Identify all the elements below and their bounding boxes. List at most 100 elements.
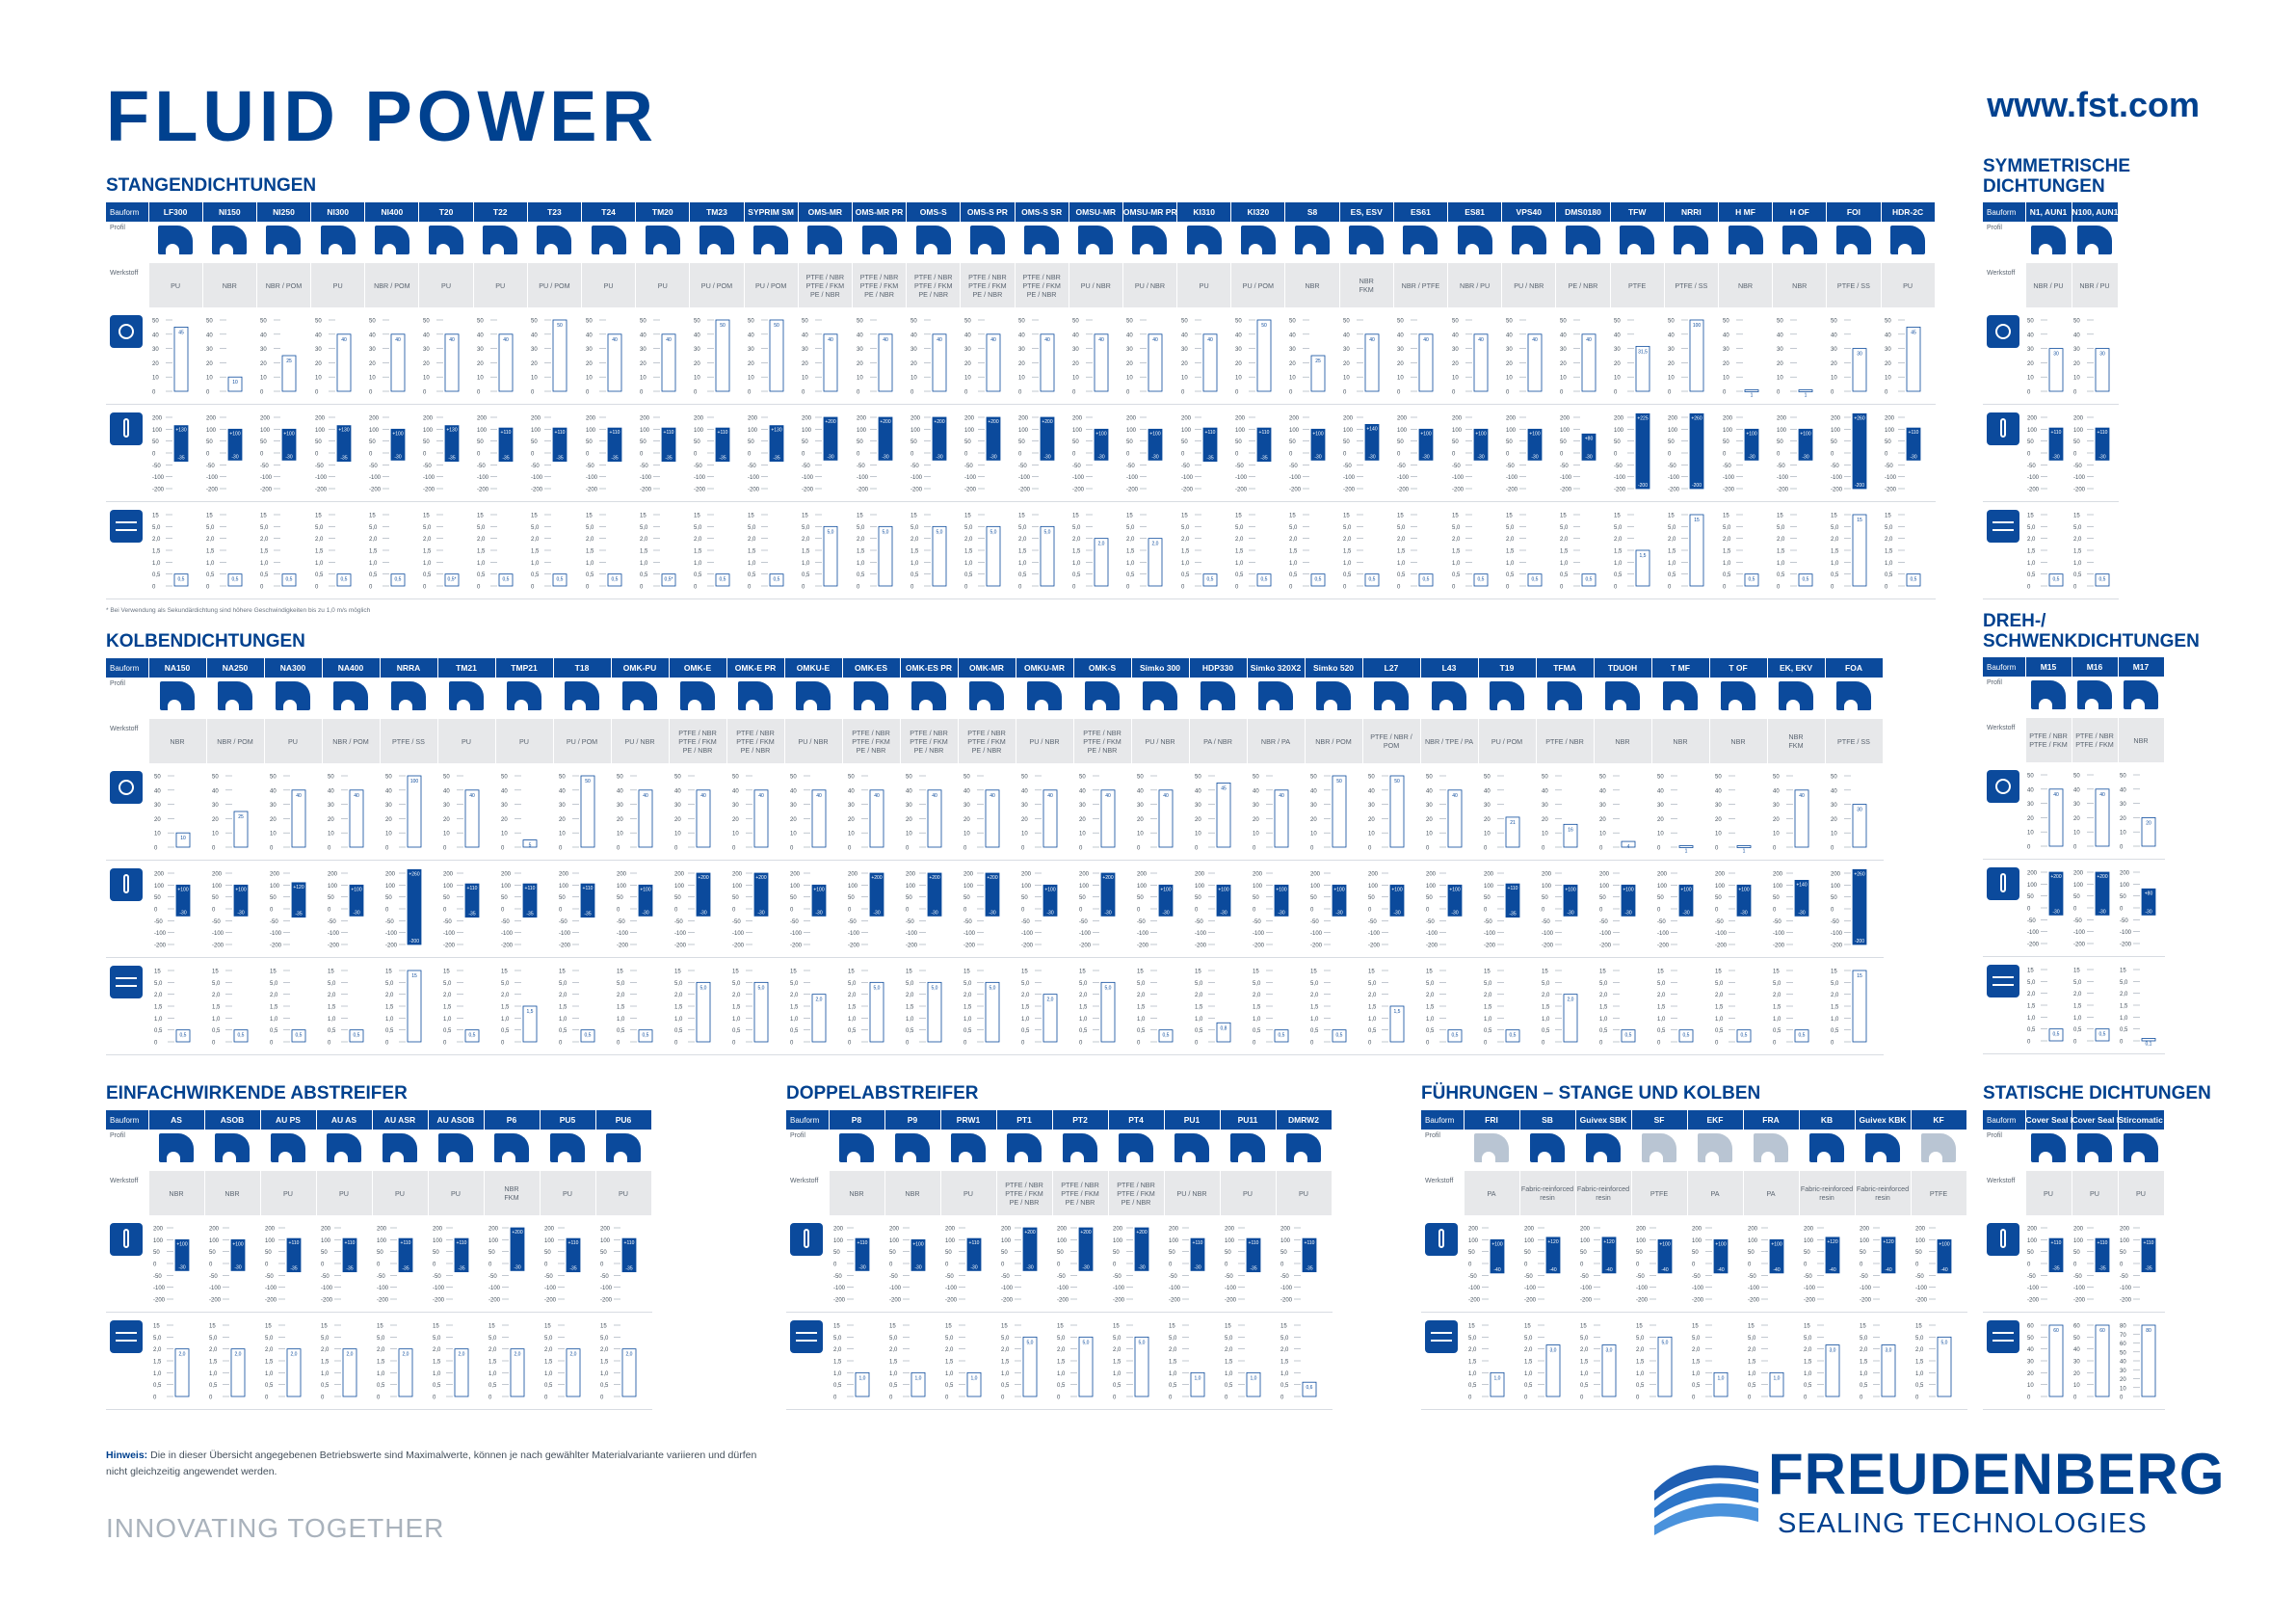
seal-type-name[interactable]: OMS-MR <box>798 202 853 222</box>
seal-type-name[interactable]: EKF <box>1687 1110 1744 1130</box>
seal-type-name[interactable]: PU11 <box>1220 1110 1277 1130</box>
seal-type-name[interactable]: NI150 <box>202 202 257 222</box>
seal-type-name[interactable]: OMK-E PR <box>726 658 785 678</box>
seal-type-name[interactable]: DMS0180 <box>1555 202 1611 222</box>
seal-type-name[interactable]: VPS40 <box>1501 202 1557 222</box>
seal-type-name[interactable]: Guivex SBK <box>1575 1110 1632 1130</box>
seal-type-name[interactable]: TFMA <box>1536 658 1595 678</box>
seal-type-name[interactable]: OMK-ES <box>842 658 901 678</box>
axis-tick-label: 15 <box>544 1324 551 1330</box>
seal-type-name[interactable]: ES81 <box>1447 202 1503 222</box>
seal-type-name[interactable]: Simko 320X2 <box>1247 658 1306 678</box>
seal-type-name[interactable]: S8 <box>1284 202 1340 222</box>
seal-type-name[interactable]: N100, AUN100 <box>2072 202 2119 222</box>
seal-type-name[interactable]: HDR-2C <box>1881 202 1936 222</box>
seal-type-name[interactable]: T MF <box>1651 658 1710 678</box>
seal-type-name[interactable]: TFW <box>1610 202 1665 222</box>
seal-type-name[interactable]: PT4 <box>1108 1110 1165 1130</box>
seal-type-name[interactable]: Guivex KBK <box>1855 1110 1912 1130</box>
seal-type-name[interactable]: H OF <box>1772 202 1828 222</box>
seal-type-name[interactable]: KI320 <box>1230 202 1286 222</box>
seal-type-name[interactable]: NRRA <box>380 658 438 678</box>
seal-type-name[interactable]: PRW1 <box>940 1110 997 1130</box>
seal-type-name[interactable]: KI310 <box>1176 202 1232 222</box>
seal-type-name[interactable]: T18 <box>553 658 612 678</box>
seal-type-name[interactable]: T23 <box>527 202 583 222</box>
seal-type-name[interactable]: FOI <box>1826 202 1882 222</box>
seal-type-name[interactable]: PU6 <box>595 1110 652 1130</box>
seal-type-name[interactable]: AU AS <box>316 1110 373 1130</box>
seal-type-name[interactable]: SF <box>1631 1110 1688 1130</box>
seal-type-name[interactable]: Simko 300 <box>1131 658 1190 678</box>
seal-type-name[interactable]: M15 <box>2025 657 2072 677</box>
seal-type-name[interactable]: NI300 <box>310 202 366 222</box>
seal-type-name[interactable]: LF300 <box>148 202 203 222</box>
seal-type-name[interactable]: OMK-MR <box>958 658 1016 678</box>
seal-type-name[interactable]: SYPRIM SM <box>744 202 799 222</box>
seal-type-name[interactable]: ES, ESV <box>1339 202 1394 222</box>
seal-type-name[interactable]: T OF <box>1709 658 1768 678</box>
seal-type-name[interactable]: HDP330 <box>1189 658 1248 678</box>
seal-type-name[interactable]: TM21 <box>437 658 496 678</box>
seal-type-name[interactable]: OMK-ES PR <box>900 658 959 678</box>
seal-type-name[interactable]: PT1 <box>996 1110 1053 1130</box>
seal-type-name[interactable]: NI400 <box>364 202 420 222</box>
axis-tick-label: 0 <box>1001 1263 1005 1268</box>
seal-type-name[interactable]: H MF <box>1718 202 1774 222</box>
seal-type-name[interactable]: KF <box>1911 1110 1967 1130</box>
seal-type-name[interactable]: T24 <box>581 202 637 222</box>
seal-type-name[interactable]: OMS-S <box>906 202 962 222</box>
axis-tick-label: 30 <box>1777 347 1783 353</box>
seal-type-name[interactable]: T19 <box>1478 658 1537 678</box>
seal-type-name[interactable]: FRI <box>1464 1110 1520 1130</box>
seal-type-name[interactable]: FOA <box>1825 658 1884 678</box>
seal-type-name[interactable]: NA300 <box>264 658 323 678</box>
seal-type-name[interactable]: OMK-S <box>1073 658 1132 678</box>
seal-type-name[interactable]: PU5 <box>540 1110 596 1130</box>
seal-type-name[interactable]: OMKU-MR <box>1016 658 1074 678</box>
axis-tick-label: 30 <box>1599 803 1606 809</box>
seal-type-name[interactable]: TM20 <box>635 202 691 222</box>
seal-type-name[interactable]: AU ASR <box>372 1110 429 1130</box>
seal-type-name[interactable]: T22 <box>473 202 528 222</box>
seal-type-name[interactable]: OMSU-MR PR <box>1122 202 1178 222</box>
seal-type-name[interactable]: DMRW2 <box>1276 1110 1333 1130</box>
seal-type-name[interactable]: OMS-MR PR <box>852 202 908 222</box>
seal-type-name[interactable]: P6 <box>484 1110 541 1130</box>
seal-type-name[interactable]: OMS-S SR <box>1015 202 1069 222</box>
seal-type-name[interactable]: NA250 <box>206 658 265 678</box>
seal-type-name[interactable]: SB <box>1519 1110 1576 1130</box>
seal-type-name[interactable]: OMS-S PR <box>960 202 1016 222</box>
seal-type-name[interactable]: Simko 520 <box>1305 658 1363 678</box>
website-url[interactable]: www.fst.com <box>1987 85 2200 124</box>
seal-type-name[interactable]: NRRI <box>1664 202 1719 222</box>
seal-type-name[interactable]: M17 <box>2118 657 2165 677</box>
seal-type-name[interactable]: OMSU-MR <box>1069 202 1123 222</box>
seal-type-name[interactable]: ES61 <box>1393 202 1449 222</box>
seal-type-name[interactable]: L27 <box>1362 658 1421 678</box>
seal-type-name[interactable]: AU ASOB <box>428 1110 485 1130</box>
seal-type-name[interactable]: ASOB <box>204 1110 261 1130</box>
seal-type-name[interactable]: T20 <box>418 202 474 222</box>
seal-type-name[interactable]: L43 <box>1420 658 1479 678</box>
seal-type-name[interactable]: TMP21 <box>495 658 554 678</box>
seal-type-name[interactable]: KB <box>1799 1110 1856 1130</box>
seal-type-name[interactable]: P9 <box>884 1110 941 1130</box>
seal-type-name[interactable]: EK, EKV <box>1767 658 1826 678</box>
seal-type-name[interactable]: OMKU-E <box>784 658 843 678</box>
seal-type-name[interactable]: AU PS <box>260 1110 317 1130</box>
seal-type-name[interactable]: TDUOH <box>1594 658 1652 678</box>
seal-type-name[interactable]: OMK-E <box>669 658 727 678</box>
seal-type-name[interactable]: N1, AUN1 <box>2025 202 2072 222</box>
seal-type-name[interactable]: TM23 <box>689 202 745 222</box>
seal-type-name[interactable]: PT2 <box>1052 1110 1109 1130</box>
seal-type-name[interactable]: NA150 <box>148 658 207 678</box>
seal-type-name[interactable]: AS <box>148 1110 205 1130</box>
seal-type-name[interactable]: M16 <box>2072 657 2119 677</box>
seal-type-name[interactable]: PU1 <box>1164 1110 1221 1130</box>
seal-type-name[interactable]: NA400 <box>322 658 381 678</box>
seal-type-name[interactable]: FRA <box>1743 1110 1800 1130</box>
seal-type-name[interactable]: OMK-PU <box>611 658 670 678</box>
seal-type-name[interactable]: NI250 <box>256 202 312 222</box>
seal-type-name[interactable]: P8 <box>829 1110 885 1130</box>
